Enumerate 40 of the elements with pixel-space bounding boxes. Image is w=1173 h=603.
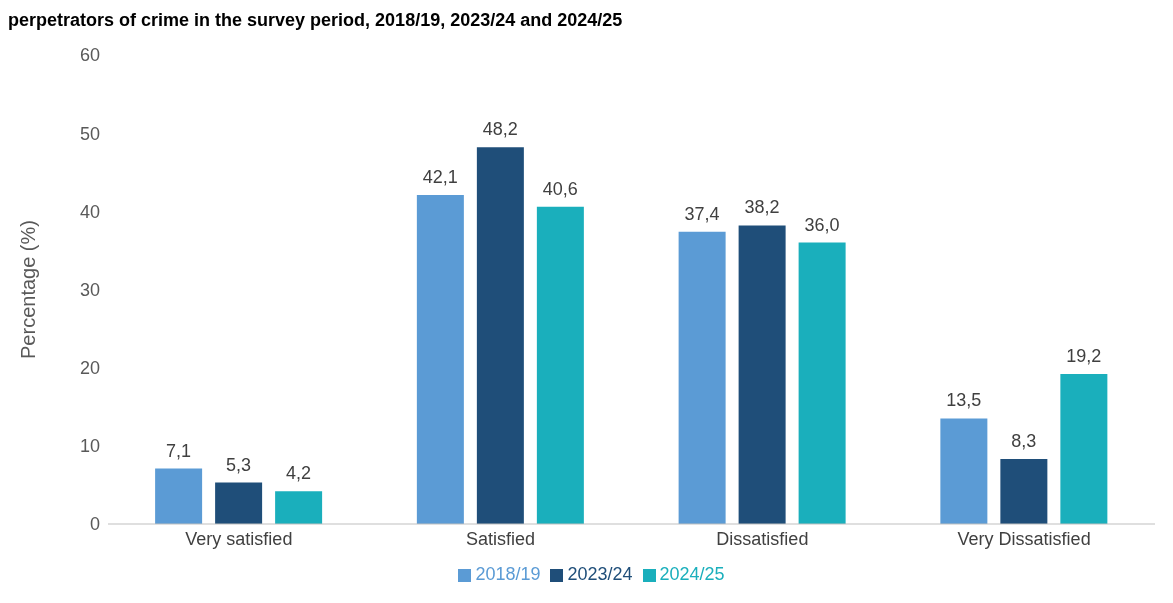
bar [536, 206, 584, 524]
x-tick-label: Very Dissatisfied [957, 528, 1091, 549]
y-tick-label: 30 [79, 279, 100, 300]
data-label: 42,1 [422, 166, 458, 187]
y-tick-label: 20 [79, 358, 100, 379]
bar [798, 242, 846, 524]
data-label: 4,2 [286, 463, 312, 484]
bar [1060, 373, 1108, 524]
y-tick-label: 40 [79, 201, 100, 222]
y-tick-label: 50 [79, 123, 100, 144]
y-axis-title: Percentage (%) [17, 220, 40, 359]
bar [275, 491, 323, 524]
data-label: 5,3 [226, 454, 252, 475]
data-label: 40,6 [542, 178, 578, 199]
legend-label: 2023/24 [567, 564, 633, 584]
data-label: 7,1 [166, 440, 192, 461]
x-tick-label: Satisfied [466, 528, 536, 549]
x-tick-label: Very satisfied [185, 528, 293, 549]
bar [416, 194, 464, 524]
data-label: 19,2 [1066, 345, 1102, 366]
data-label: 8,3 [1011, 431, 1037, 452]
y-tick-label: 0 [89, 514, 100, 535]
data-label: 48,2 [482, 119, 518, 140]
data-label: 37,4 [684, 203, 720, 224]
bar [215, 482, 263, 524]
data-label: 13,5 [946, 390, 982, 411]
bar [1000, 459, 1048, 524]
legend-label: 2024/25 [659, 564, 725, 584]
bar [476, 147, 524, 524]
chart-title: perpetrators of crime in the survey period, 2018/19, 2023/24 and 2024/25 [8, 9, 624, 32]
bar [940, 418, 988, 524]
bar [678, 231, 726, 524]
bar [155, 468, 203, 524]
data-label: 36,0 [804, 214, 840, 235]
data-label: 38,2 [744, 197, 780, 218]
legend-label: 2018/19 [475, 564, 541, 584]
bar [738, 225, 786, 524]
y-tick-label: 10 [79, 436, 100, 457]
y-tick-label: 60 [79, 45, 100, 66]
x-tick-label: Dissatisfied [716, 528, 809, 549]
